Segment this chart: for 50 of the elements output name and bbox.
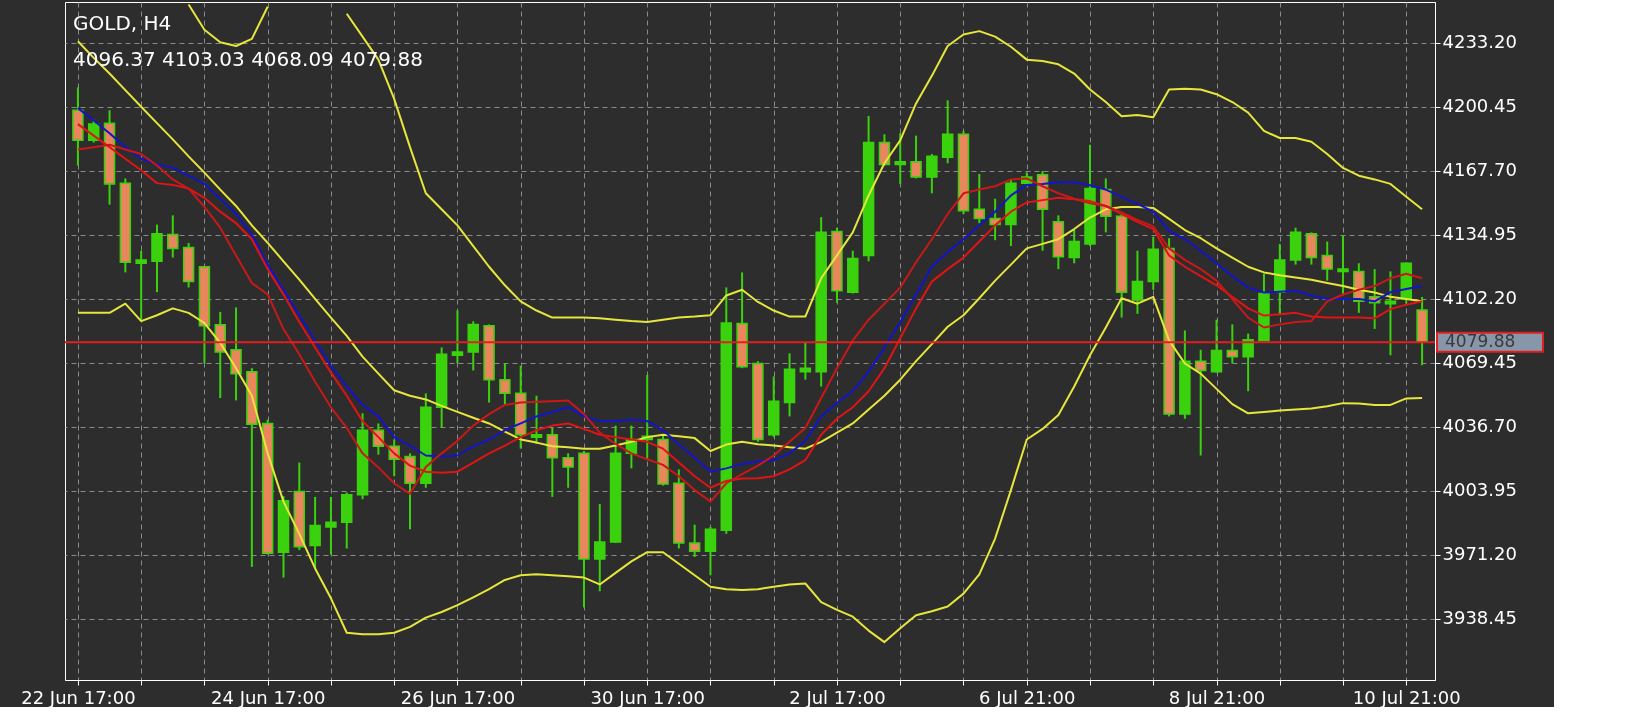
candlestick bbox=[1068, 229, 1080, 265]
x-tick-label: 26 Jun 17:00 bbox=[400, 686, 516, 708]
candlestick bbox=[530, 394, 543, 445]
line-series bbox=[76, 40, 1424, 452]
candlestick bbox=[1242, 332, 1254, 393]
candlestick bbox=[562, 452, 574, 489]
y-tick-label: 4069.45 bbox=[1442, 351, 1517, 373]
candlestick bbox=[1337, 234, 1349, 296]
candlestick bbox=[1194, 348, 1207, 457]
y-tick-label: 4003.95 bbox=[1442, 479, 1517, 501]
candlestick bbox=[941, 99, 954, 165]
candlestick bbox=[704, 526, 717, 577]
candlestick bbox=[594, 502, 606, 593]
candlestick bbox=[926, 153, 938, 195]
x-tick-label: 2 Jul 17:00 bbox=[789, 686, 886, 708]
x-tick-label: 30 Jun 17:00 bbox=[590, 686, 705, 708]
x-tick-label: 8 Jul 21:00 bbox=[1168, 686, 1266, 708]
x-tick-label: 22 Jun 17:00 bbox=[21, 686, 136, 708]
candlestick bbox=[1321, 240, 1333, 282]
candlestick bbox=[325, 495, 337, 556]
candlestick bbox=[799, 341, 812, 381]
candlestick bbox=[135, 249, 147, 321]
x-tick-label: 6 Jul 21:00 bbox=[978, 686, 1076, 708]
candlestick bbox=[230, 306, 242, 402]
y-tick-label: 4233.20 bbox=[1442, 31, 1517, 53]
y-tick-label: 3971.20 bbox=[1442, 543, 1517, 565]
candlestick bbox=[1131, 249, 1144, 315]
candlestick bbox=[688, 523, 701, 558]
y-tick-label: 4134.95 bbox=[1442, 223, 1517, 245]
x-tick-label: 24 Jun 17:00 bbox=[210, 686, 326, 708]
candlestick bbox=[910, 134, 922, 180]
ref-line-label: 4079.88 bbox=[1445, 331, 1516, 352]
candlestick bbox=[1305, 231, 1318, 266]
y-tick-label: 4167.70 bbox=[1442, 159, 1517, 181]
candlestick bbox=[309, 495, 321, 570]
candlestick bbox=[1226, 323, 1239, 365]
candlestick bbox=[973, 172, 986, 225]
candlestick bbox=[451, 309, 464, 365]
candlestick bbox=[499, 362, 511, 406]
x-tick-label: 10 Jul 21:00 bbox=[1352, 686, 1461, 708]
line-series bbox=[76, 295, 1424, 644]
y-tick-label: 4200.45 bbox=[1442, 95, 1517, 117]
text: GOLD, H4 bbox=[73, 11, 172, 35]
candlestick bbox=[167, 214, 179, 259]
y-tick-label: 4102.20 bbox=[1442, 287, 1517, 309]
candlestick bbox=[894, 132, 906, 185]
candlestick bbox=[546, 426, 559, 498]
y-tick-label: 4036.70 bbox=[1442, 415, 1517, 437]
candlestick bbox=[1210, 318, 1223, 374]
y-tick-label: 3938.45 bbox=[1442, 607, 1517, 629]
